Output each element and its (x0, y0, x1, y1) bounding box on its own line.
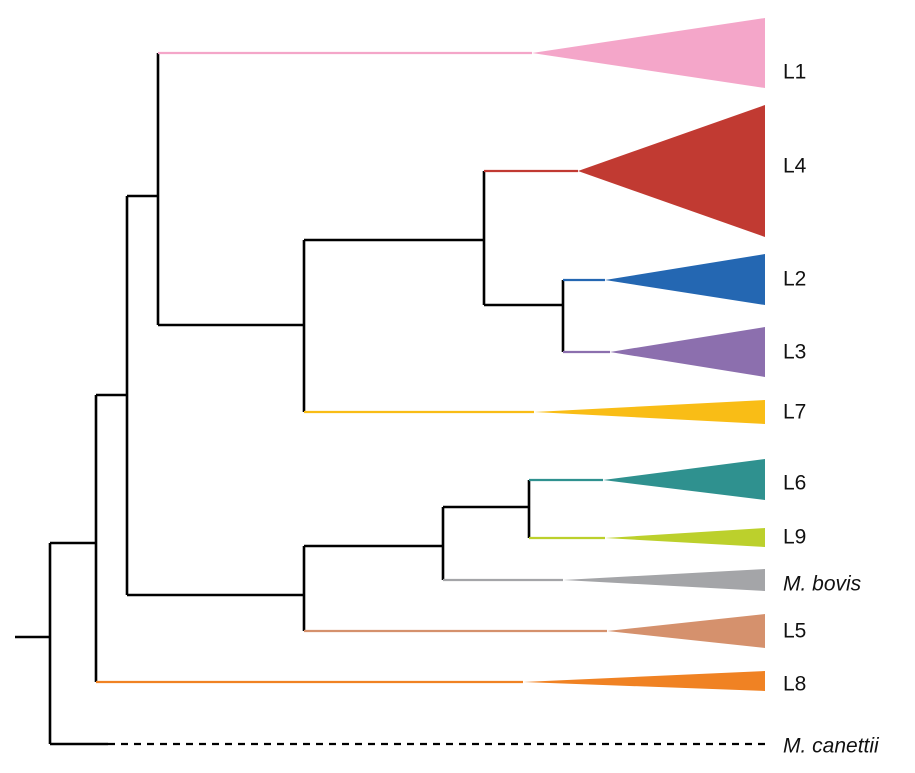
clade-wedge-l8 (523, 671, 765, 691)
tip-mbovis: M. bovis (443, 569, 862, 596)
tip-l2: L2 (563, 254, 806, 305)
tip-l1: L1 (158, 18, 806, 88)
tip-label-l8: L8 (783, 673, 806, 696)
branch-node-b (96, 196, 129, 595)
clade-wedge-l6 (603, 459, 765, 500)
tip-l3: L3 (563, 327, 806, 377)
tip-l9: L9 (529, 526, 806, 549)
tip-l4: L4 (484, 105, 807, 237)
branch-node-d (158, 240, 306, 412)
tip-label-l7: L7 (783, 401, 806, 424)
tip-label-mbovis: M. bovis (783, 573, 862, 596)
tip-label-l1: L1 (783, 61, 806, 84)
tree-backbone (15, 53, 565, 746)
clade-wedge-l2 (605, 254, 765, 305)
tip-label-l6: L6 (783, 472, 806, 495)
tip-label-l9: L9 (783, 526, 806, 549)
branch-node-e (304, 171, 486, 305)
branch-node-a (50, 395, 98, 682)
branch-node-g (127, 546, 306, 631)
clade-wedge-l3 (610, 327, 765, 377)
tip-label-mcanettii: M. canettii (783, 735, 880, 758)
tip-l8: L8 (96, 671, 806, 696)
branch-node-f (484, 280, 565, 352)
tip-label-l5: L5 (783, 620, 806, 643)
clade-wedge-l7 (534, 400, 765, 424)
tip-label-l4: L4 (783, 155, 807, 178)
clade-wedge-l5 (607, 614, 765, 648)
branch-node-i (443, 480, 531, 538)
tree-tips: L1 L4 L2 L3 L7 L6 L9 M. bovis L5 L8 M. canettii (96, 18, 880, 758)
tip-label-l2: L2 (783, 268, 806, 291)
tip-label-l3: L3 (783, 341, 806, 364)
clade-wedge-l1 (532, 18, 765, 88)
tip-l5: L5 (304, 614, 806, 648)
tip-l6: L6 (529, 459, 806, 500)
branch-node-h (304, 507, 445, 580)
tip-l7: L7 (304, 400, 806, 424)
clade-wedge-l9 (605, 528, 765, 547)
clade-wedge-l4 (578, 105, 765, 237)
branch-node-c (127, 53, 160, 325)
tip-mcanettii: M. canettii (108, 735, 880, 758)
clade-wedge-mbovis (563, 569, 765, 591)
